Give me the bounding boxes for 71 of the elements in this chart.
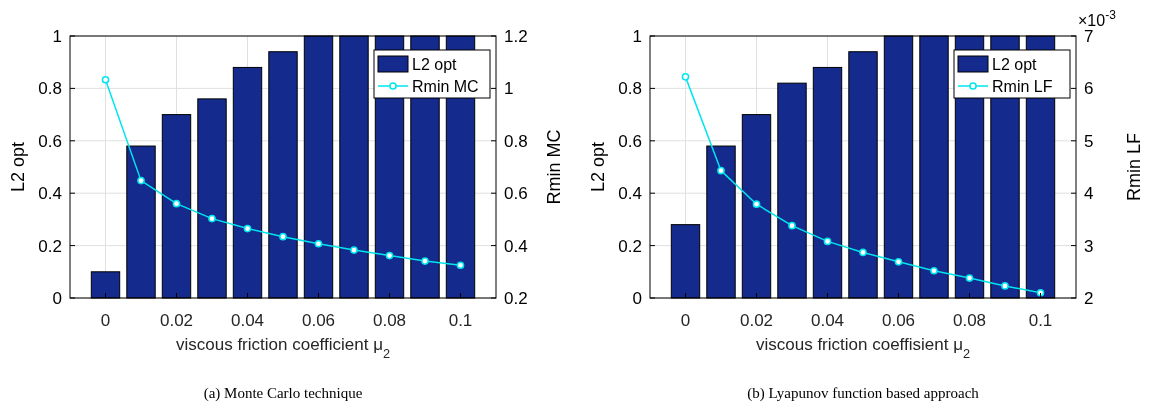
y-tick-label: 0	[52, 289, 62, 308]
legend-label: Rmin LF	[992, 78, 1053, 95]
x-tick-label: 0.06	[301, 311, 336, 330]
point	[456, 261, 465, 270]
point	[859, 248, 867, 257]
y2-tick-label: 6	[1084, 79, 1094, 99]
point	[823, 237, 832, 246]
text: ×10$^{-3}$	[1078, 8, 1117, 29]
point	[421, 257, 429, 265]
point	[752, 200, 761, 209]
x-tick-label: 0.02	[159, 311, 194, 330]
x-axis-title: viscous friction coeffisient μ$_{2}$	[755, 335, 971, 361]
y2-axis-title: Rmin MC	[544, 129, 564, 205]
point	[243, 224, 252, 233]
y-tick-label: 0.4	[618, 184, 642, 204]
y2-tick-label: 0.8	[504, 131, 528, 151]
point	[894, 258, 903, 266]
x-tick-label: 0.02	[739, 311, 774, 330]
y-tick-label: 1	[632, 27, 642, 46]
legend-label: L2 opt	[992, 56, 1038, 73]
point	[314, 239, 323, 248]
y-tick-label: 0	[632, 289, 642, 308]
text: (a) Monte Carlo technique	[203, 385, 363, 402]
point	[717, 166, 725, 175]
x-tick-label: 0.06	[881, 311, 916, 330]
point	[172, 199, 181, 208]
point	[101, 75, 110, 84]
y-tick-label: 0.6	[618, 131, 642, 151]
y2-tick-label: 4	[1084, 184, 1094, 204]
y2-tick-label: 7	[1084, 27, 1094, 46]
legend-label: L2 opt	[412, 56, 458, 73]
point	[788, 221, 796, 230]
point	[1036, 288, 1045, 297]
point	[208, 214, 216, 223]
x-tick-label: 0	[100, 311, 111, 330]
y-tick-label: 0.8	[618, 79, 642, 99]
point	[279, 232, 287, 241]
y2-tick-label: 0.4	[504, 236, 528, 256]
point	[965, 274, 974, 282]
point	[385, 251, 394, 260]
x-tick-label: 0.08	[952, 311, 987, 330]
x-tick-label: 0.04	[230, 311, 265, 330]
point	[681, 73, 690, 81]
y2-tick-label: 0.6	[504, 184, 528, 204]
point	[350, 246, 358, 254]
y-tick-label: 0.8	[38, 79, 62, 99]
y-axis-title: L2 opt	[588, 141, 608, 193]
y-tick-label: 0.2	[618, 236, 642, 256]
y2-tick-label: 3	[1084, 236, 1094, 256]
point	[1001, 282, 1009, 290]
y-tick-label: 0.4	[38, 184, 62, 204]
legend-label: Rmin MC	[412, 78, 479, 95]
x-tick-label: 0.1	[448, 311, 473, 330]
y2-tick-label: 1.2	[504, 27, 528, 46]
point	[137, 176, 145, 185]
y-tick-label: 0.6	[38, 131, 62, 151]
y2-tick-label: 5	[1084, 131, 1094, 151]
x-axis-title: viscous friction coefficient μ$_{2}$	[175, 335, 391, 361]
y2-tick-label: 2	[1084, 289, 1094, 308]
x-tick-label: 0.08	[372, 311, 407, 330]
x-tick-label: 0	[680, 311, 691, 330]
y-tick-label: 1	[52, 27, 62, 46]
y2-tick-label: 1	[504, 79, 514, 99]
point	[930, 266, 938, 275]
y-tick-label: 0.2	[38, 236, 62, 256]
text: (b) Lyapunov function based approach	[747, 385, 980, 402]
y2-tick-label: 0.2	[504, 289, 528, 308]
y-axis-title: L2 opt	[8, 141, 28, 193]
x-tick-label: 0.04	[810, 311, 845, 330]
y2-axis-title: Rmin LF	[1124, 132, 1144, 202]
x-tick-label: 0.1	[1028, 311, 1053, 330]
